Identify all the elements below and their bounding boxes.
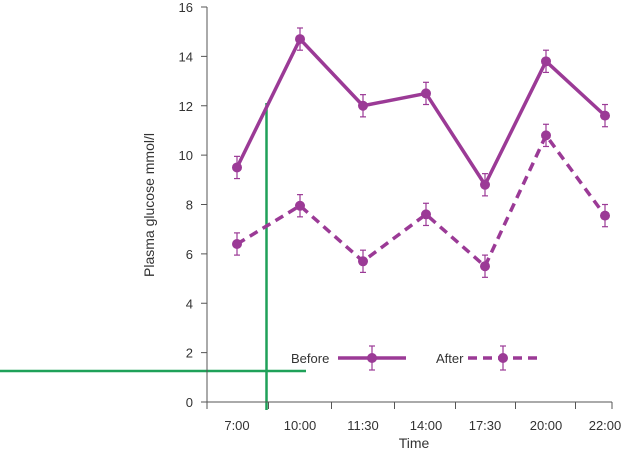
x-tick-label: 14:00 (410, 418, 443, 433)
y-tick-label: 10 (179, 148, 193, 163)
series-line-after (236, 133, 607, 268)
annotation-lines (0, 103, 306, 410)
series-layer (232, 27, 610, 278)
legend-marker (367, 353, 377, 363)
x-tick-label: 22:00 (589, 418, 622, 433)
data-point (480, 261, 490, 272)
data-point (541, 130, 551, 141)
data-point (232, 239, 242, 249)
axes: 0 2 4 6 8 10 12 14 16 7:00 10:00 11:30 14:00 17:30 20… (179, 0, 622, 433)
y-tick-label: 2 (186, 346, 193, 361)
y-tick-label: 14 (179, 49, 193, 64)
legend-item-after: After (436, 345, 538, 371)
x-tick-label: 11:30 (347, 418, 379, 433)
x-axis-title: Time (399, 435, 430, 451)
data-point (358, 256, 368, 267)
data-point (421, 209, 431, 220)
data-point (421, 88, 431, 99)
data-point (232, 162, 242, 173)
y-tick-label: 0 (186, 395, 193, 410)
data-point (358, 100, 368, 111)
data-point (600, 110, 610, 121)
data-point (295, 34, 305, 45)
series-before (232, 27, 610, 197)
data-point (600, 210, 610, 221)
y-tick-label: 12 (179, 99, 193, 114)
legend-label: Before (291, 351, 329, 366)
x-tick-label: 17:30 (469, 418, 502, 433)
y-ticks: 0 2 4 6 8 10 12 14 16 (179, 0, 207, 410)
y-tick-label: 16 (179, 0, 193, 15)
y-tick-label: 6 (186, 247, 193, 262)
x-tick-label: 10:00 (284, 418, 317, 433)
legend-marker (498, 353, 508, 363)
series-after (232, 123, 610, 278)
legend-label: After (436, 351, 464, 366)
x-tick-label: 7:00 (224, 418, 249, 433)
y-tick-label: 4 (186, 296, 193, 311)
y-tick-label: 8 (186, 198, 193, 213)
x-tick-label: 20:00 (530, 418, 563, 433)
legend: Before After (291, 345, 538, 371)
x-ticks: 7:00 10:00 11:30 14:00 17:30 20:00 22:00 (206, 402, 622, 433)
data-point (541, 56, 551, 67)
y-axis-title: Plasma glucose mmol/l (141, 133, 157, 277)
data-point (480, 179, 490, 190)
legend-item-before: Before (291, 345, 406, 371)
data-point (295, 200, 305, 211)
